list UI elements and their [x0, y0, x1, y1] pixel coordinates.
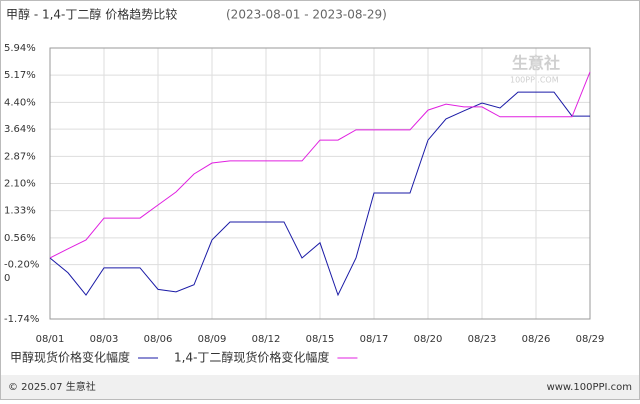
x-tick-label: 08/17 [360, 334, 389, 345]
x-tick-label: 08/03 [90, 334, 119, 345]
x-tick-label: 08/20 [414, 334, 443, 345]
x-tick-label: 08/01 [36, 334, 65, 345]
x-tick-label: 08/26 [522, 334, 551, 345]
chart-subtitle: (2023-08-01 - 2023-08-29) [226, 8, 387, 22]
chart-title: 甲醇 - 1,4-丁二醇 价格趋势比较 [6, 7, 177, 22]
x-tick-label: 08/15 [306, 334, 335, 345]
line-series [49, 91, 590, 297]
x-tick-label: 08/06 [144, 334, 173, 345]
y-axis-note: 0 [4, 273, 10, 284]
y-tick-label: 5.17% [4, 70, 36, 81]
y-tick-label: 1.33% [4, 206, 36, 217]
y-tick-label: 2.87% [4, 151, 36, 162]
x-tick-label: 08/09 [198, 334, 227, 345]
x-tick-label: 08/29 [576, 334, 605, 345]
plot-border [49, 47, 591, 320]
y-tick-label: -1.74% [4, 314, 39, 325]
y-tick-label: -0.20% [4, 260, 39, 271]
footer-site: www.100PPI.com [547, 382, 632, 393]
footer-copyright: © 2025.07 生意社 [8, 380, 96, 393]
legend-label: 1,4-丁二醇现货价格变化幅度 [174, 350, 329, 365]
legend-label: 甲醇现货价格变化幅度 [10, 350, 130, 365]
x-tick-label: 08/12 [252, 334, 281, 345]
y-tick-label: 3.64% [4, 124, 36, 135]
y-tick-label: 0.56% [4, 233, 36, 244]
watermark: 100PPI.COM [510, 76, 559, 85]
x-tick-label: 08/23 [468, 334, 497, 345]
footer-bar [1, 375, 639, 399]
y-tick-label: 2.10% [4, 179, 36, 190]
y-tick-label: 5.94% [4, 43, 36, 54]
y-tick-label: 4.40% [4, 97, 36, 108]
line-series [49, 71, 591, 259]
